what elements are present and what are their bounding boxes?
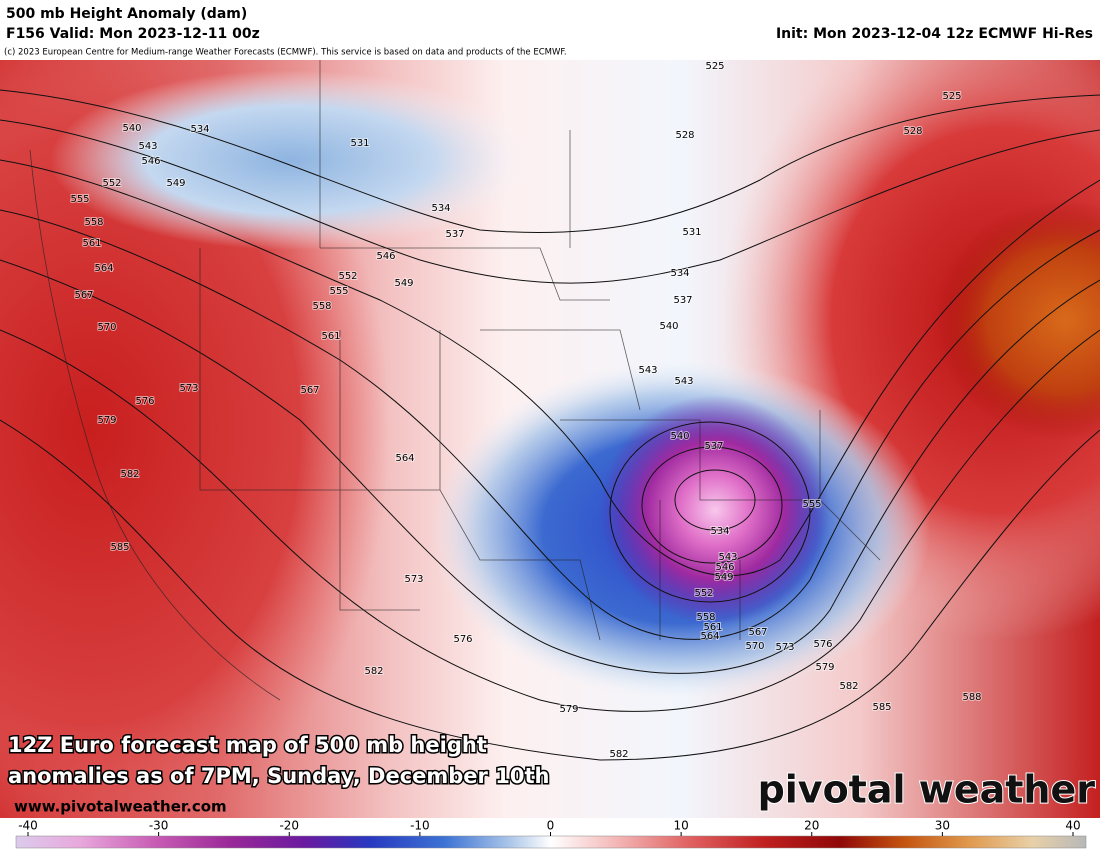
contour-label: 564 — [395, 453, 414, 464]
valid-time: F156 Valid: Mon 2023-12-11 00z — [6, 26, 260, 42]
contour-label: 588 — [962, 692, 981, 703]
contour-label: 531 — [350, 138, 369, 149]
contour-label: 528 — [675, 130, 694, 141]
contour-label: 543 — [138, 141, 157, 152]
contour-label: 564 — [94, 263, 113, 274]
contour-label: 525 — [942, 91, 961, 102]
contour-label: 552 — [338, 271, 357, 282]
contour-label: 540 — [122, 123, 141, 134]
website: www.pivotalweather.com — [14, 798, 227, 816]
contour-label: 555 — [329, 286, 348, 297]
contour-label: 540 — [670, 431, 689, 442]
contour-label: 558 — [312, 301, 331, 312]
colorbar-tick-label: -40 — [18, 819, 38, 833]
contour-label: 558 — [696, 612, 715, 623]
contour-label: 537 — [704, 441, 723, 452]
contour-label: 582 — [839, 681, 858, 692]
contour-label: 561 — [321, 331, 340, 342]
contour-label: 576 — [813, 639, 832, 650]
contour-label: 555 — [802, 499, 821, 510]
colorbar — [15, 835, 1087, 849]
colorbar-tick-label: 10 — [673, 819, 688, 833]
contour-label: 525 — [705, 61, 724, 72]
contour-label: 585 — [110, 542, 129, 553]
contour-label: 582 — [364, 666, 383, 677]
contour-label: 582 — [120, 469, 139, 480]
contour-label: 573 — [404, 574, 423, 585]
contour-label: 528 — [903, 126, 922, 137]
contour-label: 534 — [190, 124, 209, 135]
copyright: (c) 2023 European Centre for Medium-rang… — [4, 48, 567, 58]
colorbar-tick-label: 0 — [547, 819, 555, 833]
contour-label: 579 — [559, 704, 578, 715]
contour-label: 534 — [710, 526, 729, 537]
borders — [29, 60, 881, 701]
contour-label: 549 — [714, 572, 733, 583]
contour-label: 552 — [694, 588, 713, 599]
contour-label: 585 — [872, 702, 891, 713]
contour-label: 579 — [97, 415, 116, 426]
contour-label: 543 — [674, 376, 693, 387]
contour-label: 549 — [394, 278, 413, 289]
contour-label: 558 — [84, 217, 103, 228]
contour-label: 567 — [300, 385, 319, 396]
colorbar-tick-label: -10 — [410, 819, 430, 833]
logo: pivotal weather — [758, 768, 1096, 812]
contour-label: 546 — [141, 156, 160, 167]
contour-label: 567 — [748, 627, 767, 638]
contour-label: 537 — [445, 229, 464, 240]
contour-label: 582 — [609, 749, 628, 760]
colorbar-tick-label: 30 — [935, 819, 950, 833]
contour-label: 573 — [775, 642, 794, 653]
contour-label: 534 — [431, 203, 450, 214]
contour-label: 546 — [376, 251, 395, 262]
contour-label: 540 — [659, 321, 678, 332]
colorbar-tick-label: 40 — [1065, 819, 1080, 833]
contour-label: 546 — [715, 562, 734, 573]
contour-label: 537 — [673, 295, 692, 306]
contour-label: 543 — [638, 365, 657, 376]
caption-line: anomalies as of 7PM, Sunday, December 10… — [8, 764, 549, 788]
contour-label: 561 — [703, 622, 722, 633]
contour-label: 570 — [745, 641, 764, 652]
contour-label: 555 — [70, 194, 89, 205]
contour-label: 567 — [74, 290, 93, 301]
contour-label: 570 — [97, 322, 116, 333]
map-title: 500 mb Height Anomaly (dam) — [6, 6, 247, 22]
contour-label: 552 — [102, 178, 121, 189]
contour-label: 564 — [700, 631, 719, 642]
contour-label: 576 — [135, 396, 154, 407]
contour-label: 549 — [166, 178, 185, 189]
contour-label: 531 — [682, 227, 701, 238]
colorbar-tick-label: 20 — [804, 819, 819, 833]
contour-label: 579 — [815, 662, 834, 673]
contour-label: 543 — [718, 552, 737, 563]
colorbar-tick-label: -20 — [279, 819, 299, 833]
contour-label: 534 — [670, 268, 689, 279]
colorbar-tick-label: -30 — [149, 819, 169, 833]
colorbar-ticks: -40 -30 -20 -10 0 10 20 30 40 — [18, 819, 1081, 836]
contour-label: 573 — [179, 383, 198, 394]
init-time: Init: Mon 2023-12-04 12z ECMWF Hi-Res — [776, 26, 1093, 42]
contour-label: 576 — [453, 634, 472, 645]
contour-label: 561 — [82, 238, 101, 249]
caption-line: 12Z Euro forecast map of 500 mb height — [8, 733, 487, 757]
